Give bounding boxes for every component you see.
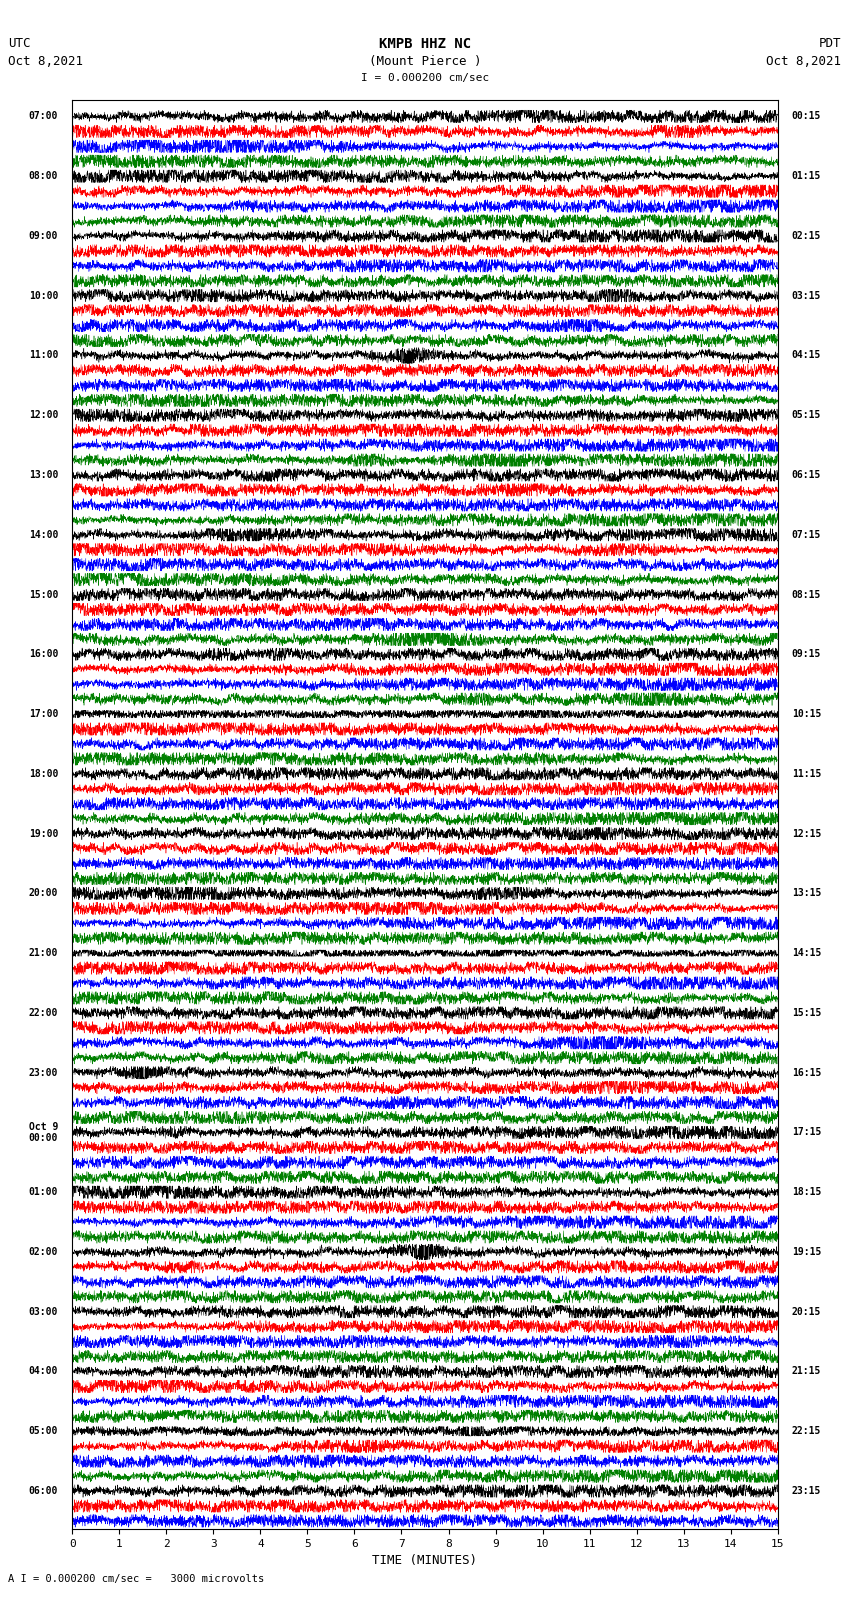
Text: A I = 0.000200 cm/sec =   3000 microvolts: A I = 0.000200 cm/sec = 3000 microvolts [8, 1574, 264, 1584]
Text: Oct 9
00:00: Oct 9 00:00 [29, 1121, 58, 1144]
Text: 01:00: 01:00 [29, 1187, 58, 1197]
Text: 02:00: 02:00 [29, 1247, 58, 1257]
Text: 06:00: 06:00 [29, 1486, 58, 1495]
Text: 03:00: 03:00 [29, 1307, 58, 1316]
Text: 14:00: 14:00 [29, 529, 58, 540]
Text: 19:00: 19:00 [29, 829, 58, 839]
Text: 22:15: 22:15 [792, 1426, 821, 1436]
Text: 04:15: 04:15 [792, 350, 821, 360]
Text: 17:00: 17:00 [29, 710, 58, 719]
Text: 13:15: 13:15 [792, 889, 821, 898]
Text: 02:15: 02:15 [792, 231, 821, 240]
Text: 05:15: 05:15 [792, 410, 821, 421]
Text: 09:15: 09:15 [792, 650, 821, 660]
Text: 13:00: 13:00 [29, 469, 58, 481]
Text: 20:00: 20:00 [29, 889, 58, 898]
Text: KMPB HHZ NC: KMPB HHZ NC [379, 37, 471, 52]
Text: 22:00: 22:00 [29, 1008, 58, 1018]
Text: 18:00: 18:00 [29, 769, 58, 779]
Text: 23:15: 23:15 [792, 1486, 821, 1495]
Text: 08:00: 08:00 [29, 171, 58, 181]
Text: UTC: UTC [8, 37, 31, 50]
Text: Oct 8,2021: Oct 8,2021 [8, 55, 83, 68]
Text: 14:15: 14:15 [792, 948, 821, 958]
Text: 19:15: 19:15 [792, 1247, 821, 1257]
Text: 07:15: 07:15 [792, 529, 821, 540]
Text: 18:15: 18:15 [792, 1187, 821, 1197]
Text: I = 0.000200 cm/sec: I = 0.000200 cm/sec [361, 73, 489, 82]
Text: 09:00: 09:00 [29, 231, 58, 240]
Text: 00:15: 00:15 [792, 111, 821, 121]
Text: 12:15: 12:15 [792, 829, 821, 839]
Text: 10:15: 10:15 [792, 710, 821, 719]
Text: 16:15: 16:15 [792, 1068, 821, 1077]
Text: 15:15: 15:15 [792, 1008, 821, 1018]
Text: 21:15: 21:15 [792, 1366, 821, 1376]
Text: 17:15: 17:15 [792, 1127, 821, 1137]
Text: 06:15: 06:15 [792, 469, 821, 481]
Text: 11:00: 11:00 [29, 350, 58, 360]
Text: 15:00: 15:00 [29, 590, 58, 600]
Text: 03:15: 03:15 [792, 290, 821, 300]
X-axis label: TIME (MINUTES): TIME (MINUTES) [372, 1555, 478, 1568]
Text: PDT: PDT [819, 37, 842, 50]
Text: 20:15: 20:15 [792, 1307, 821, 1316]
Text: 01:15: 01:15 [792, 171, 821, 181]
Text: 23:00: 23:00 [29, 1068, 58, 1077]
Text: 21:00: 21:00 [29, 948, 58, 958]
Text: 08:15: 08:15 [792, 590, 821, 600]
Text: 04:00: 04:00 [29, 1366, 58, 1376]
Text: 11:15: 11:15 [792, 769, 821, 779]
Text: 16:00: 16:00 [29, 650, 58, 660]
Text: 07:00: 07:00 [29, 111, 58, 121]
Text: Oct 8,2021: Oct 8,2021 [767, 55, 842, 68]
Text: (Mount Pierce ): (Mount Pierce ) [369, 55, 481, 68]
Text: 10:00: 10:00 [29, 290, 58, 300]
Text: 12:00: 12:00 [29, 410, 58, 421]
Text: 05:00: 05:00 [29, 1426, 58, 1436]
